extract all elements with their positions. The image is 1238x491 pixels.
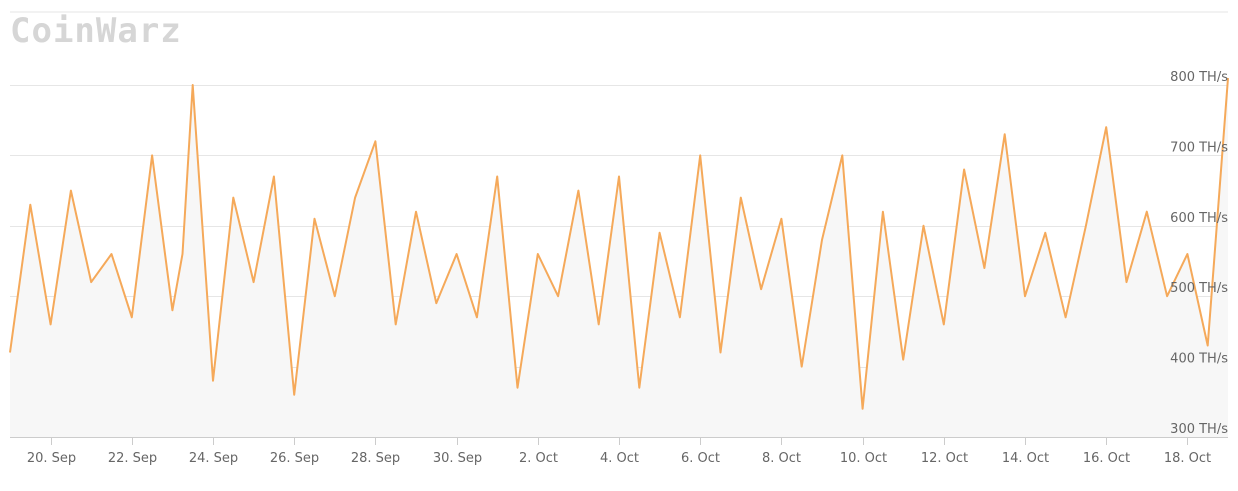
- x-tick-label: 20. Sep: [27, 451, 76, 466]
- x-tick-label: 16. Oct: [1083, 451, 1130, 466]
- x-tick-label: 24. Sep: [189, 451, 238, 466]
- x-tick-label: 30. Sep: [433, 451, 482, 466]
- x-tick-label: 12. Oct: [921, 451, 968, 466]
- x-tick-label: 26. Sep: [270, 451, 319, 466]
- x-tick-label: 6. Oct: [681, 451, 720, 466]
- y-tick-label: 800 TH/s: [1170, 70, 1228, 85]
- x-tick-label: 2. Oct: [519, 451, 558, 466]
- x-tick-label: 4. Oct: [600, 451, 639, 466]
- x-tick-label: 14. Oct: [1002, 451, 1049, 466]
- series-area: [10, 78, 1228, 437]
- x-tick-label: 28. Sep: [351, 451, 400, 466]
- y-tick-label: 600 TH/s: [1170, 211, 1228, 226]
- x-tick-label: 22. Sep: [108, 451, 157, 466]
- x-tick-label: 10. Oct: [840, 451, 887, 466]
- y-tick-label: 500 TH/s: [1170, 281, 1228, 296]
- y-tick-label: 700 TH/s: [1170, 140, 1228, 155]
- x-tick-label: 8. Oct: [762, 451, 801, 466]
- x-tick-label: 18. Oct: [1164, 451, 1211, 466]
- y-tick-label: 300 TH/s: [1170, 422, 1228, 437]
- y-tick-label: 400 TH/s: [1170, 352, 1228, 367]
- series-line: [9, 77, 1229, 410]
- coinwarz-watermark-logo: CoinWarz: [10, 11, 182, 51]
